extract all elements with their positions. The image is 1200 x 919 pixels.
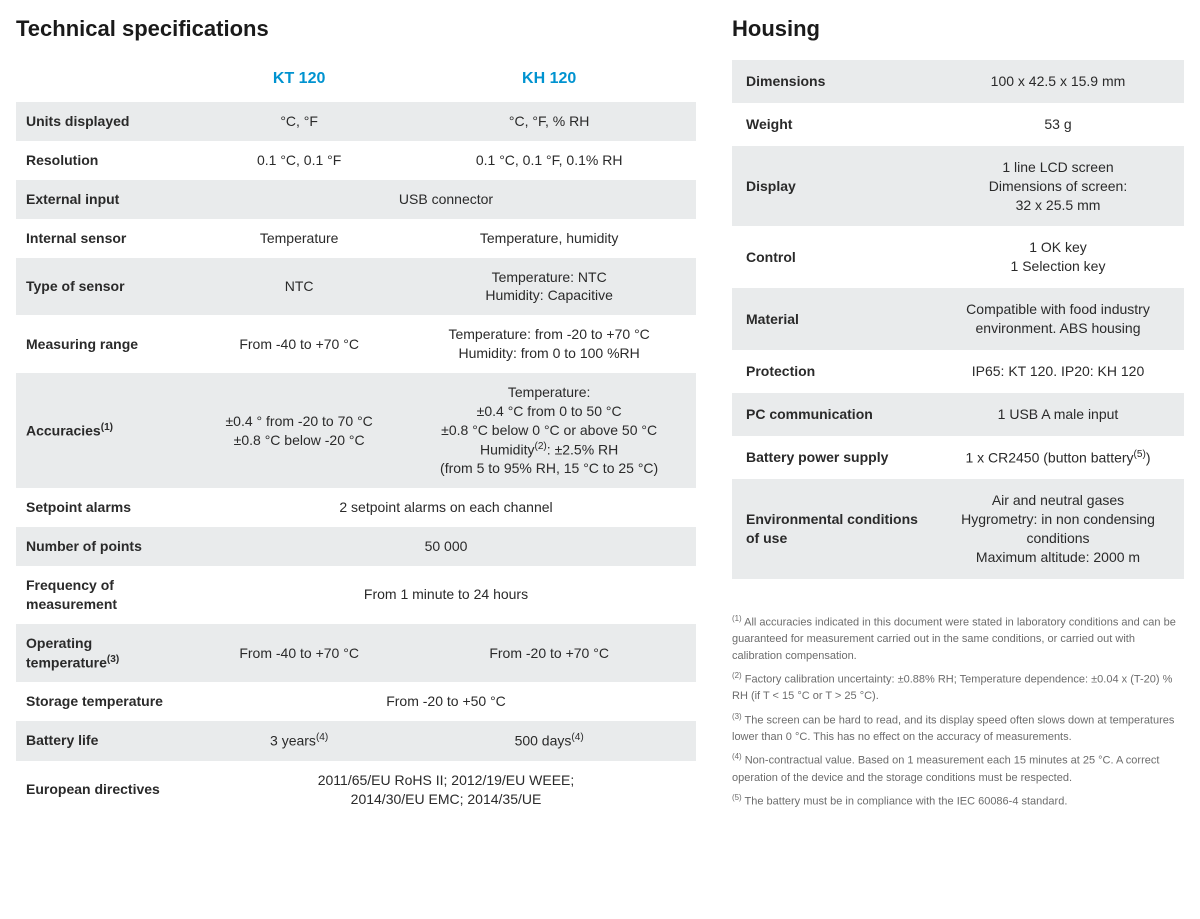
housing-value: 1 OK key 1 Selection key xyxy=(932,226,1184,288)
spec-value-kt120: ±0.4 ° from -20 to 70 °C ±0.8 °C below -… xyxy=(196,373,402,488)
housing-value: IP65: KT 120. IP20: KH 120 xyxy=(932,350,1184,393)
spec-label: External input xyxy=(16,180,196,219)
spec-value: From 1 minute to 24 hours xyxy=(196,566,696,624)
specs-title: Technical specifications xyxy=(16,16,696,42)
spec-value-kh120: Temperature: NTC Humidity: Capacitive xyxy=(402,258,696,316)
spec-value-kt120: °C, °F xyxy=(196,102,402,141)
spec-value-kt120: 0.1 °C, 0.1 °F xyxy=(196,141,402,180)
specs-table: KT 120 KH 120 Units displayed°C, °F°C, °… xyxy=(16,60,696,818)
spec-value: 2011/65/EU RoHS II; 2012/19/EU WEEE; 201… xyxy=(196,761,696,819)
table-row: Operating temperature(3)From -40 to +70 … xyxy=(16,624,696,682)
spec-value: USB connector xyxy=(196,180,696,219)
spec-label: Units displayed xyxy=(16,102,196,141)
housing-value: Compatible with food industry environmen… xyxy=(932,288,1184,350)
spec-value-kh120: 500 days(4) xyxy=(402,721,696,761)
housing-label: Environmental conditions of use xyxy=(732,479,932,579)
table-row: Display1 line LCD screen Dimensions of s… xyxy=(732,146,1184,227)
spec-value-kh120: Temperature, humidity xyxy=(402,219,696,258)
housing-label: Dimensions xyxy=(732,60,932,103)
spec-label: Type of sensor xyxy=(16,258,196,316)
housing-value: 1 x CR2450 (button battery(5)) xyxy=(932,436,1184,480)
footnote: (2) Factory calibration uncertainty: ±0.… xyxy=(732,670,1184,705)
table-row: Environmental conditions of useAir and n… xyxy=(732,479,1184,579)
housing-value: Air and neutral gases Hygrometry: in non… xyxy=(932,479,1184,579)
housing-value: 1 USB A male input xyxy=(932,393,1184,436)
specs-table-head: KT 120 KH 120 xyxy=(16,60,696,102)
housing-label: Material xyxy=(732,288,932,350)
housing-value: 100 x 42.5 x 15.9 mm xyxy=(932,60,1184,103)
spec-label: Storage temperature xyxy=(16,682,196,721)
table-row: Number of points50 000 xyxy=(16,527,696,566)
spec-value-kt120: From -40 to +70 °C xyxy=(196,624,402,682)
housing-table-body: Dimensions100 x 42.5 x 15.9 mmWeight53 g… xyxy=(732,60,1184,579)
spec-label: Accuracies(1) xyxy=(16,373,196,488)
footnote: (5) The battery must be in compliance wi… xyxy=(732,792,1184,810)
table-row: Weight53 g xyxy=(732,103,1184,146)
specs-table-body: Units displayed°C, °F°C, °F, % RHResolut… xyxy=(16,102,696,818)
table-row: Internal sensorTemperatureTemperature, h… xyxy=(16,219,696,258)
housing-label: PC communication xyxy=(732,393,932,436)
spec-value-kh120: Temperature: from -20 to +70 °C Humidity… xyxy=(402,315,696,373)
footnote: (4) Non-contractual value. Based on 1 me… xyxy=(732,751,1184,786)
housing-value: 1 line LCD screen Dimensions of screen: … xyxy=(932,146,1184,227)
table-row: Units displayed°C, °F°C, °F, % RH xyxy=(16,102,696,141)
specs-col-empty xyxy=(16,60,196,102)
spec-label: Measuring range xyxy=(16,315,196,373)
table-row: Storage temperatureFrom -20 to +50 °C xyxy=(16,682,696,721)
specs-col-kh120: KH 120 xyxy=(402,60,696,102)
table-row: Dimensions100 x 42.5 x 15.9 mm xyxy=(732,60,1184,103)
specs-col-kt120: KT 120 xyxy=(196,60,402,102)
table-row: Measuring rangeFrom -40 to +70 °CTempera… xyxy=(16,315,696,373)
spec-value-kt120: Temperature xyxy=(196,219,402,258)
spec-label: Battery life xyxy=(16,721,196,761)
spec-value-kh120: Temperature: ±0.4 °C from 0 to 50 °C ±0.… xyxy=(402,373,696,488)
table-row: Battery power supply1 x CR2450 (button b… xyxy=(732,436,1184,480)
spec-label: Operating temperature(3) xyxy=(16,624,196,682)
footnote: (1) All accuracies indicated in this doc… xyxy=(732,613,1184,664)
table-row: Battery life3 years(4)500 days(4) xyxy=(16,721,696,761)
spec-value: 2 setpoint alarms on each channel xyxy=(196,488,696,527)
footnotes: (1) All accuracies indicated in this doc… xyxy=(732,613,1184,810)
spec-label: Setpoint alarms xyxy=(16,488,196,527)
spec-label: Number of points xyxy=(16,527,196,566)
spec-value-kt120: From -40 to +70 °C xyxy=(196,315,402,373)
housing-title: Housing xyxy=(732,16,1184,42)
housing-label: Weight xyxy=(732,103,932,146)
table-row: Accuracies(1)±0.4 ° from -20 to 70 °C ±0… xyxy=(16,373,696,488)
spec-value-kt120: 3 years(4) xyxy=(196,721,402,761)
table-row: External inputUSB connector xyxy=(16,180,696,219)
spec-value-kh120: 0.1 °C, 0.1 °F, 0.1% RH xyxy=(402,141,696,180)
table-row: Type of sensorNTCTemperature: NTC Humidi… xyxy=(16,258,696,316)
housing-label: Display xyxy=(732,146,932,227)
spec-label: Frequency of measurement xyxy=(16,566,196,624)
spec-label: European directives xyxy=(16,761,196,819)
housing-value: 53 g xyxy=(932,103,1184,146)
table-row: MaterialCompatible with food industry en… xyxy=(732,288,1184,350)
table-row: Control1 OK key 1 Selection key xyxy=(732,226,1184,288)
table-row: Frequency of measurementFrom 1 minute to… xyxy=(16,566,696,624)
spec-label: Resolution xyxy=(16,141,196,180)
table-row: ProtectionIP65: KT 120. IP20: KH 120 xyxy=(732,350,1184,393)
spec-value-kh120: From -20 to +70 °C xyxy=(402,624,696,682)
spec-label: Internal sensor xyxy=(16,219,196,258)
spec-value: From -20 to +50 °C xyxy=(196,682,696,721)
footnote: (3) The screen can be hard to read, and … xyxy=(732,711,1184,746)
table-row: Resolution0.1 °C, 0.1 °F0.1 °C, 0.1 °F, … xyxy=(16,141,696,180)
spec-value: 50 000 xyxy=(196,527,696,566)
spec-value-kt120: NTC xyxy=(196,258,402,316)
table-row: PC communication1 USB A male input xyxy=(732,393,1184,436)
housing-label: Control xyxy=(732,226,932,288)
housing-table: Dimensions100 x 42.5 x 15.9 mmWeight53 g… xyxy=(732,60,1184,579)
housing-label: Protection xyxy=(732,350,932,393)
table-row: Setpoint alarms2 setpoint alarms on each… xyxy=(16,488,696,527)
housing-label: Battery power supply xyxy=(732,436,932,480)
table-row: European directives2011/65/EU RoHS II; 2… xyxy=(16,761,696,819)
spec-value-kh120: °C, °F, % RH xyxy=(402,102,696,141)
